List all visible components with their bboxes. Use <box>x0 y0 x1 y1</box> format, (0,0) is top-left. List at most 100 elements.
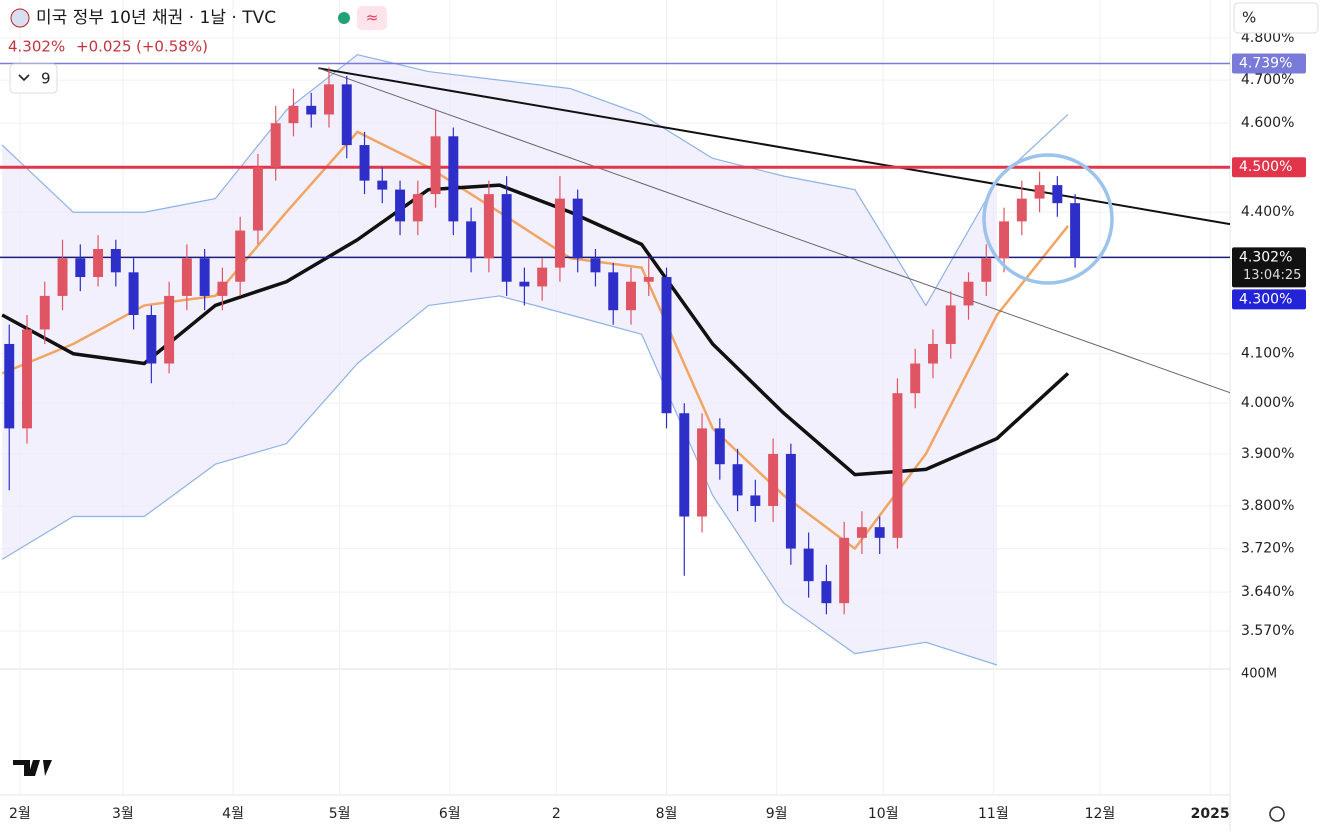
y-tick-label: 3.720% <box>1241 541 1294 557</box>
indicator-line <box>1 183 1070 477</box>
candle-body <box>839 537 850 604</box>
indicator-line <box>1 130 1069 550</box>
x-tick-label: 5월 <box>329 806 351 822</box>
delay-icon: ≈ <box>366 9 379 27</box>
y-tick-label: 3.800% <box>1241 498 1294 514</box>
trend-line <box>318 67 1231 394</box>
candle-body <box>945 305 956 344</box>
x-tick-label: 11월 <box>978 806 1009 822</box>
trend-line <box>318 67 1231 226</box>
market-status[interactable] <box>338 12 350 24</box>
background-layer <box>0 0 1231 831</box>
last-price: 4.302% <box>8 38 65 56</box>
x-tick-label: 10월 <box>868 806 899 822</box>
indicator-toggle[interactable] <box>9 63 58 94</box>
candle-body <box>93 249 104 278</box>
candle-body <box>643 277 654 282</box>
candle-body <box>181 258 192 296</box>
candle-body <box>39 295 50 330</box>
candle-body <box>75 258 86 278</box>
candle-body <box>572 198 583 259</box>
chevron-icon <box>18 74 30 82</box>
candle-body <box>519 281 530 287</box>
candle-body <box>22 329 32 429</box>
candle-body <box>999 221 1010 259</box>
y-tick-label: 4.100% <box>1241 346 1294 362</box>
settings-icon[interactable] <box>1269 806 1285 822</box>
candle-body <box>750 495 761 506</box>
price-label-box <box>1232 53 1306 74</box>
candle-body <box>910 363 921 394</box>
candle-body <box>164 295 175 364</box>
price-label: 4.302% <box>1239 249 1292 265</box>
flag-icon <box>10 8 30 28</box>
symbol-title: 미국 정부 10년 채권 · 1날 · TVC <box>36 8 276 28</box>
candle-body <box>324 84 334 115</box>
x-tick-label: 8월 <box>656 806 678 822</box>
x-tick-label: 4월 <box>222 806 244 822</box>
candle-body <box>501 194 512 282</box>
volume-scale-label: 400M <box>1241 667 1277 682</box>
candle-body <box>395 189 406 222</box>
candle-body <box>803 548 814 582</box>
candle-body <box>679 413 690 517</box>
candle-body <box>199 258 210 296</box>
price-tag-box <box>1232 289 1306 310</box>
band-fill <box>2 54 997 666</box>
axis-unit: % <box>1242 9 1256 27</box>
x-tick-label: 2025 <box>1191 806 1230 822</box>
candle-body <box>270 123 281 168</box>
candle-body <box>217 281 228 296</box>
delay-badge[interactable] <box>357 6 387 30</box>
x-tick-label: 9월 <box>766 806 788 822</box>
y-tick-label: 3.900% <box>1241 446 1294 462</box>
candle-body <box>821 581 832 604</box>
y-tick-label: 4.700% <box>1241 72 1294 88</box>
candle-body <box>235 230 246 282</box>
candle-body <box>377 180 388 190</box>
axis-layer: 2월 3월 4월 5월 6월 2 8월 9월 10월 11월 12월 2025 4.800% 4.700%… <box>9 30 1306 822</box>
candle-body <box>714 428 725 465</box>
candle-body <box>466 221 477 259</box>
price-change: +0.025 <box>76 38 132 56</box>
candle-body <box>1070 203 1081 258</box>
candle-body <box>306 105 317 115</box>
candle-body <box>590 258 601 273</box>
candle-body <box>146 315 157 364</box>
candle-body <box>856 527 867 538</box>
y-tick-label: 4.800% <box>1241 30 1294 46</box>
candle-body <box>768 453 779 506</box>
axis-unit-button[interactable] <box>1233 2 1319 34</box>
y-tick-label: 4.600% <box>1241 115 1294 131</box>
highlight-circle <box>982 153 1114 285</box>
candle-body <box>483 194 494 259</box>
candle-body <box>359 145 370 181</box>
indicator-line <box>1 295 998 666</box>
price-label-box <box>1232 247 1306 288</box>
y-tick-label: 3.570% <box>1241 623 1294 639</box>
indicator-count: 9 <box>41 70 51 88</box>
candle-body <box>697 428 708 517</box>
price-label: 4.500% <box>1239 159 1292 175</box>
y-tick-label: 4.000% <box>1241 395 1294 411</box>
price-label-box <box>1232 157 1306 178</box>
candle-body <box>128 272 139 316</box>
candle-body <box>626 281 636 311</box>
price-change-pct: (+0.58%) <box>136 38 208 56</box>
candle-body <box>4 343 15 429</box>
candle-body <box>252 167 263 231</box>
candle-body <box>341 84 352 146</box>
tv-logo <box>13 760 52 776</box>
candle-body <box>430 136 441 195</box>
candle-body <box>874 527 885 538</box>
candle-body <box>288 105 299 124</box>
candle-body <box>1052 185 1063 204</box>
candle-body <box>928 343 938 364</box>
candle-body <box>608 272 619 311</box>
countdown-label: 13:04:25 <box>1243 268 1301 283</box>
candle-body <box>892 393 903 538</box>
price-label: 4.739% <box>1239 56 1292 72</box>
